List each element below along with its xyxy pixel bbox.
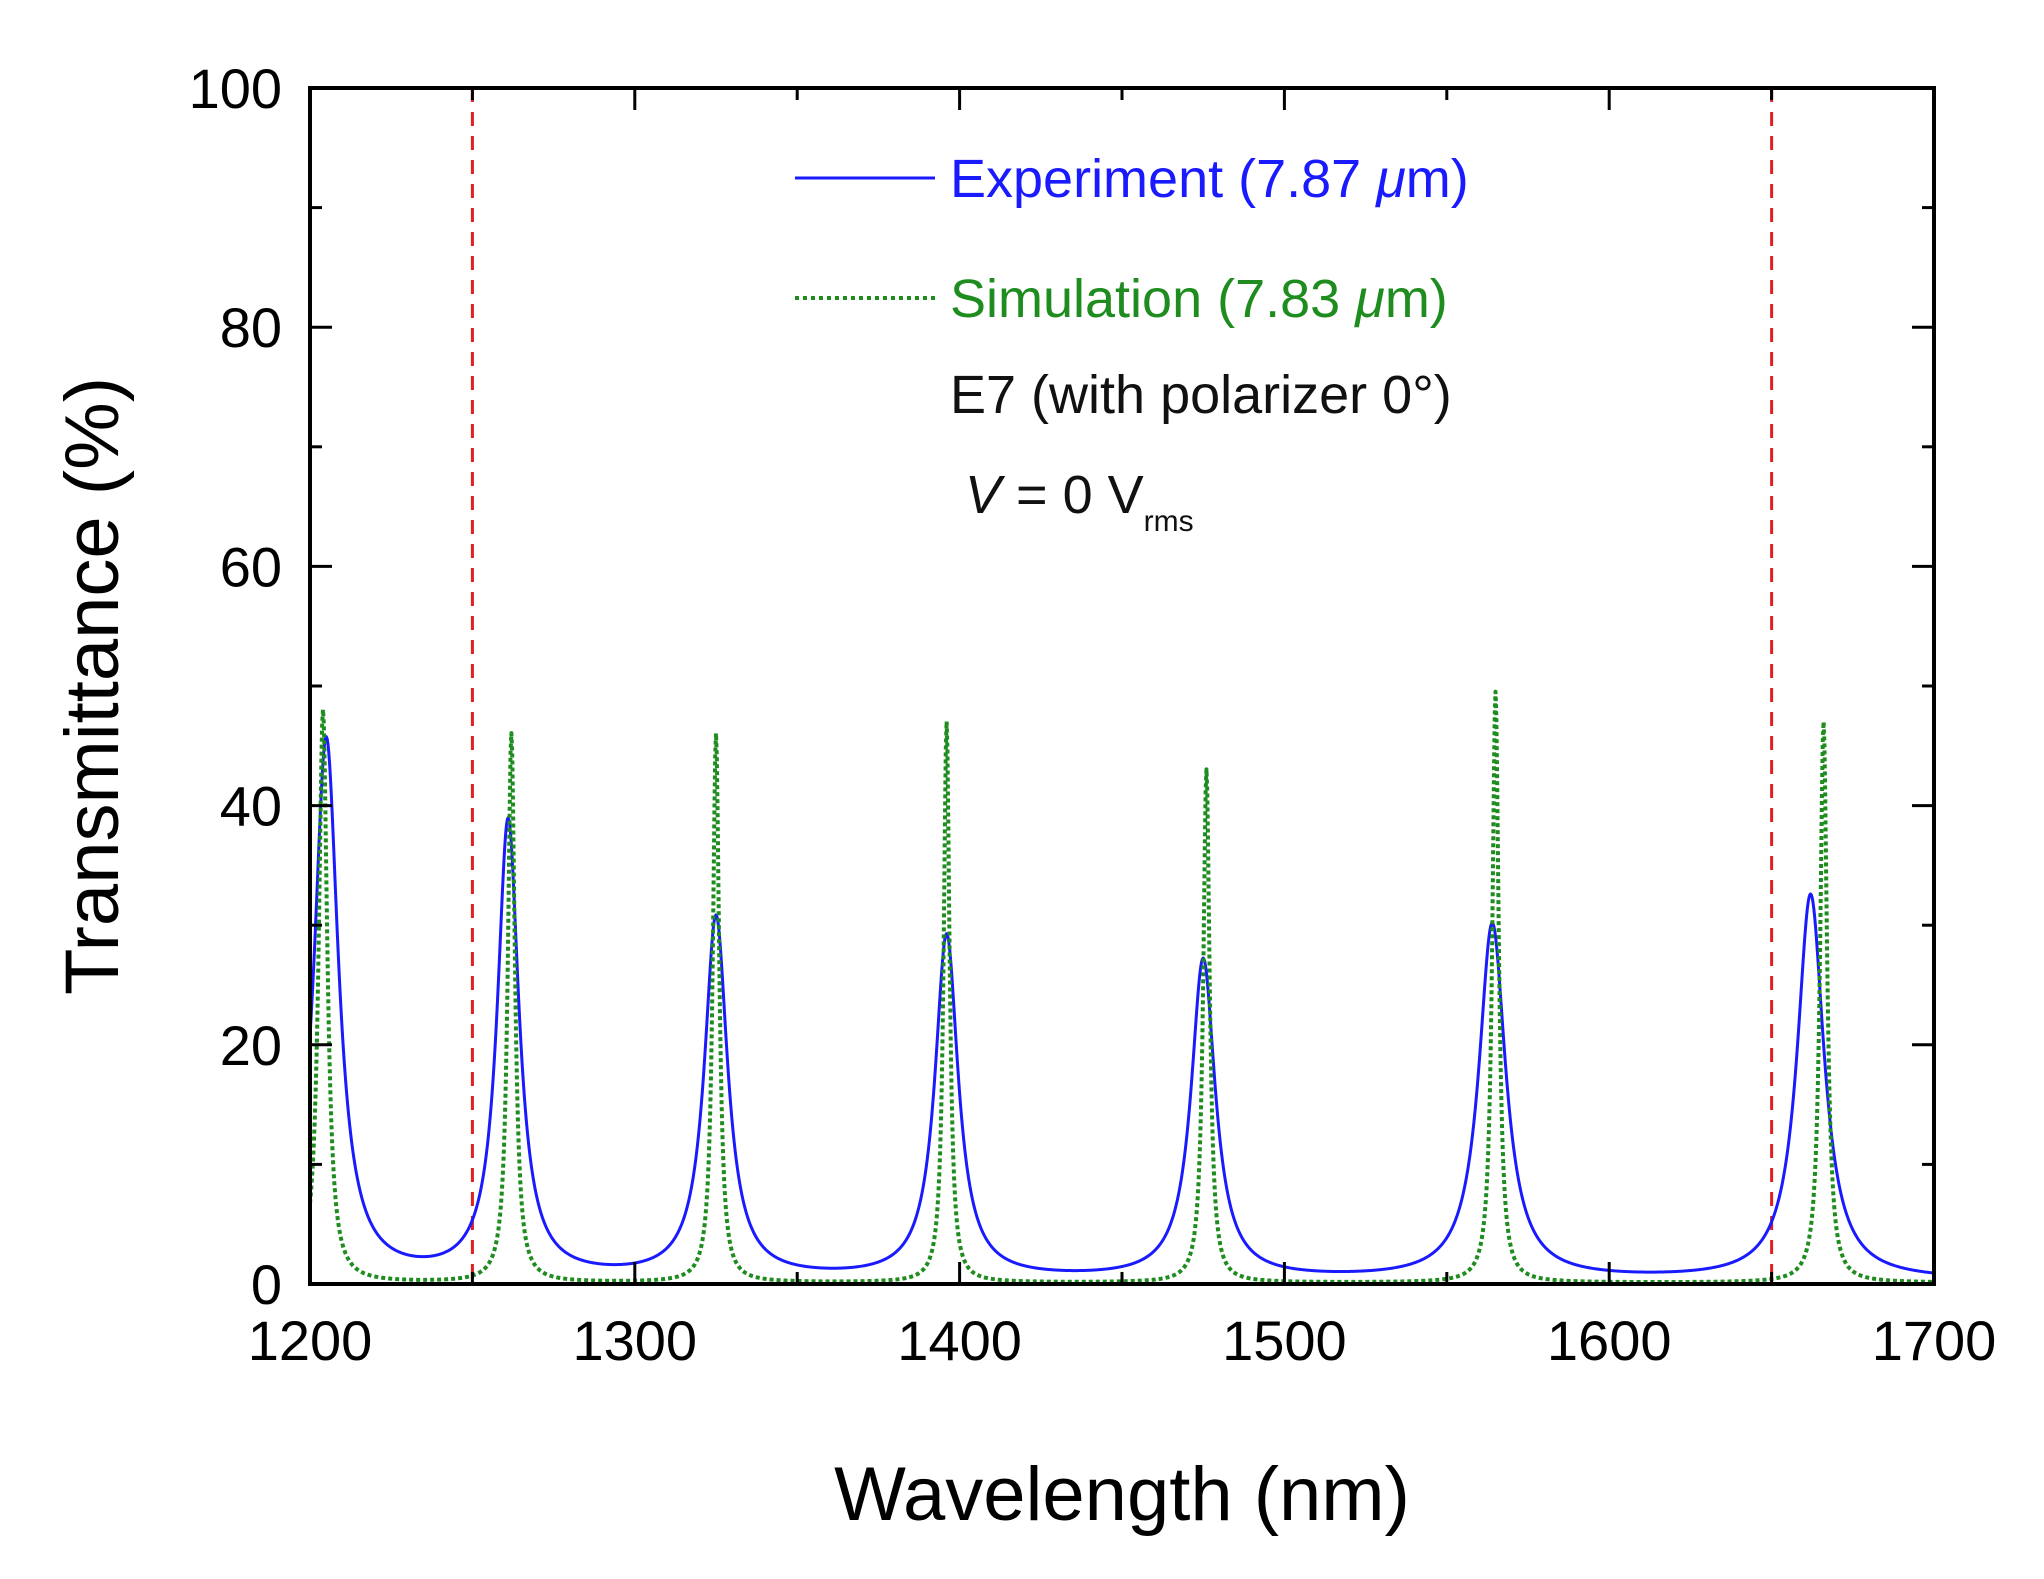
y-tick-label: 80 xyxy=(220,296,282,359)
material-annotation: E7 (with polarizer 0°) xyxy=(950,365,1452,425)
legend-prefix: Simulation (7.83 xyxy=(950,269,1355,329)
legend: Experiment (7.87 μm) Simulation (7.83 μm… xyxy=(795,149,1469,329)
axis-ticks xyxy=(308,86,1936,1286)
y-axis-title: Transmittance (%) xyxy=(50,377,135,995)
legend-unit-mu: μ xyxy=(1353,269,1385,329)
series-experiment-line xyxy=(308,735,1935,1275)
x-tick-label: 1600 xyxy=(1547,1309,1672,1372)
legend-suffix: m) xyxy=(1385,269,1448,329)
x-tick-label: 1300 xyxy=(573,1309,698,1372)
plot-frame xyxy=(308,86,1936,1286)
legend-prefix: Experiment (7.87 xyxy=(950,149,1376,209)
y-tick-label: 40 xyxy=(220,775,282,838)
legend-suffix: m) xyxy=(1406,149,1469,209)
voltage-value: = 0 V xyxy=(1001,465,1144,525)
voltage-symbol: V xyxy=(965,465,1006,525)
y-tick-label: 100 xyxy=(189,57,282,120)
x-tick-label: 1400 xyxy=(897,1309,1022,1372)
reference-lines xyxy=(470,88,1774,1284)
y-tick-label: 0 xyxy=(251,1253,282,1316)
voltage-annotation: V = 0 Vrms xyxy=(965,465,1194,538)
voltage-subscript: rms xyxy=(1144,505,1194,538)
x-tick-label: 1700 xyxy=(1872,1309,1997,1372)
series-layer xyxy=(308,689,1936,1285)
legend-label-experiment: Experiment (7.87 μm) xyxy=(950,149,1469,209)
legend-unit-mu: μ xyxy=(1374,149,1406,209)
x-tick-label: 1200 xyxy=(248,1309,373,1372)
x-tick-label: 1500 xyxy=(1222,1309,1347,1372)
legend-label-simulation: Simulation (7.83 μm) xyxy=(950,269,1448,329)
y-tick-label: 60 xyxy=(220,535,282,598)
series-simulation-line xyxy=(308,689,1936,1285)
x-axis-title: Wavelength (nm) xyxy=(834,1452,1410,1537)
tick-labels: 1200 1300 1400 1500 1600 1700 0 20 40 60 80 100 xyxy=(189,57,1997,1372)
y-tick-label: 20 xyxy=(220,1014,282,1077)
